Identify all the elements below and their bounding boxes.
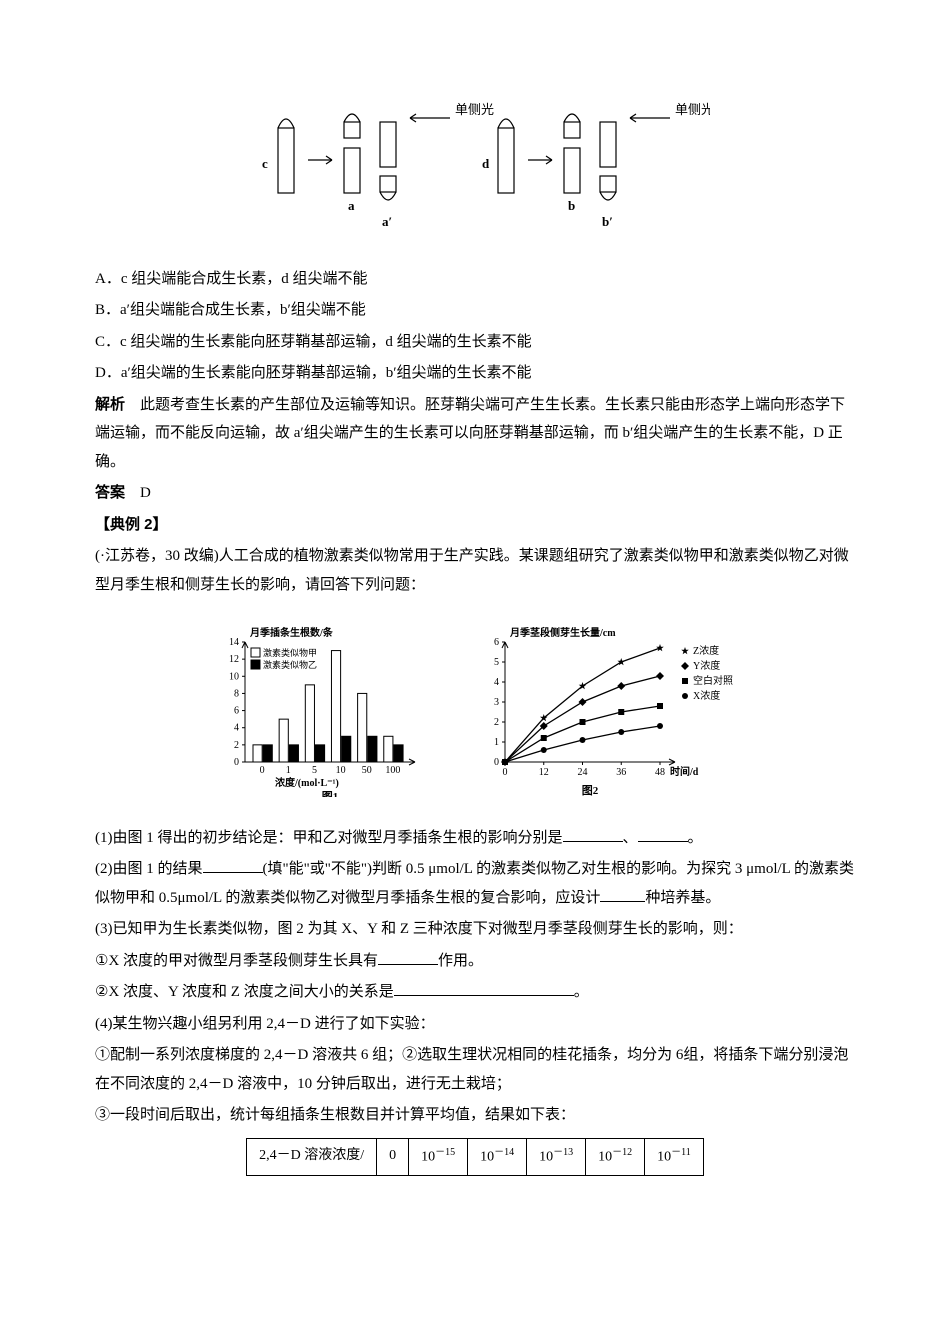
svg-text:24: 24 [578,767,588,778]
q2-text-b: (填"能"或"不能")判断 0.5 μmol/L 的激素类似物乙对生根的影响。为… [95,861,854,906]
q3-2-blank [394,995,574,996]
svg-text:浓度/(mol·L⁻¹): 浓度/(mol·L⁻¹) [275,776,339,789]
svg-text:激素类似物乙: 激素类似物乙 [263,659,317,670]
q3-1: ①X 浓度的甲对微型月季茎段侧芽生长具有 作用。 [95,947,855,976]
q3-intro: (3)已知甲为生长素类似物，图 2 为其 X、Y 和 Z 三种浓度下对微型月季茎… [95,915,855,944]
svg-text:0: 0 [234,757,239,768]
svg-text:1: 1 [494,737,499,748]
svg-text:10: 10 [336,765,346,776]
q2-blank-2 [600,901,645,902]
svg-text:5: 5 [494,657,499,668]
svg-text:3: 3 [494,697,499,708]
label-a: a [348,198,355,213]
q2-text-a: (2)由图 1 的结果 [95,861,203,877]
q4-intro: (4)某生物兴趣小组另利用 2,4－D 进行了如下实验： [95,1010,855,1039]
svg-text:12: 12 [229,654,239,665]
q3-1-b: 作用。 [438,953,483,969]
q1-text-a: (1)由图 1 得出的初步结论是：甲和乙对微型月季插条生根的影响分别是 [95,830,563,846]
svg-text:6: 6 [494,637,499,648]
q1-blank-2 [638,841,688,842]
svg-text:0: 0 [260,765,265,776]
q1-text-b: 、 [623,830,638,846]
table-cell: 10－13 [527,1138,586,1175]
svg-text:5: 5 [312,765,317,776]
option-c: C．c 组尖端的生长素能向胚芽鞘基部运输，d 组尖端的生长素不能 [95,328,855,357]
table-cell: 10－14 [468,1138,527,1175]
light-label-2: 单侧光 [675,102,710,117]
svg-text:4: 4 [494,677,499,688]
table-cell: 10－12 [586,1138,645,1175]
svg-text:6: 6 [234,706,239,717]
svg-text:100: 100 [385,765,400,776]
table-cell: 0 [377,1138,409,1175]
label-b: b [568,198,575,213]
option-b: B．a′组尖端能合成生长素，b′组尖端不能 [95,296,855,325]
svg-text:Z浓度: Z浓度 [693,644,719,657]
example2-intro: (·江苏卷，30 改编)人工合成的植物激素类似物常用于生产实践。某课题组研究了激… [95,542,855,599]
example2-label: 【典例 2】 [95,511,855,540]
q3-1-a: ①X 浓度的甲对微型月季茎段侧芽生长具有 [95,953,378,969]
svg-text:激素类似物甲: 激素类似物甲 [263,647,317,658]
svg-text:14: 14 [229,637,239,648]
svg-text:0: 0 [494,757,499,768]
svg-text:4: 4 [234,723,239,734]
svg-text:2: 2 [494,717,499,728]
label-a2: a′ [382,214,392,229]
answer-text: D [125,485,151,501]
charts-figure: 024681012140151050100月季插条生根数/条浓度/(mol·L⁻… [95,607,855,808]
q3-2-b: 。 [574,984,589,1000]
q1-blank-1 [563,841,623,842]
answer-label: 答案 [95,484,125,501]
q2-text-c: 种培养基。 [645,890,720,906]
table-cell: 10－15 [409,1138,468,1175]
label-b2: b′ [602,214,613,229]
svg-text:48: 48 [655,767,665,778]
svg-text:图2: 图2 [582,784,599,797]
table-cell: 10－11 [645,1138,704,1175]
label-d: d [482,156,490,171]
analysis-text: 此题考查生长素的产生部位及运输等知识。胚芽鞘尖端可产生生长素。生长素只能由形态学… [95,397,845,470]
svg-text:图1: 图1 [322,790,339,797]
svg-text:时间/d: 时间/d [670,765,699,778]
svg-text:36: 36 [616,767,626,778]
svg-text:0: 0 [503,767,508,778]
svg-text:50: 50 [362,765,372,776]
q3-2: ②X 浓度、Y 浓度和 Z 浓度之间大小的关系是 。 [95,978,855,1007]
svg-text:12: 12 [539,767,549,778]
q3-1-blank [378,964,438,965]
concentration-table: 2,4－D 溶液浓度/ 0 10－15 10－14 10－13 10－12 10… [246,1138,704,1176]
svg-text:月季茎段侧芽生长量/cm: 月季茎段侧芽生长量/cm [509,626,616,639]
svg-text:空白对照: 空白对照 [693,674,733,687]
svg-text:8: 8 [234,688,239,699]
option-a: A．c 组尖端能合成生长素，d 组尖端不能 [95,265,855,294]
light-label-1: 单侧光 [455,102,494,117]
q4-1: ①配制一系列浓度梯度的 2,4－D 溶液共 6 组；②选取生理状况相同的桂花插条… [95,1041,855,1098]
q1: (1)由图 1 得出的初步结论是：甲和乙对微型月季插条生根的影响分别是 、 。 [95,824,855,853]
table-header: 2,4－D 溶液浓度/ [247,1138,377,1175]
q2: (2)由图 1 的结果(填"能"或"不能")判断 0.5 μmol/L 的激素类… [95,855,855,912]
coleoptile-diagram: 单侧光 单侧光 c a a′ d b b′ [95,88,855,249]
svg-text:1: 1 [286,765,291,776]
svg-text:2: 2 [234,740,239,751]
q1-text-c: 。 [688,830,703,846]
option-d: D．a′组尖端的生长素能向胚芽鞘基部运输，b′组尖端的生长素不能 [95,359,855,388]
q4-3: ③一段时间后取出，统计每组插条生根数目并计算平均值，结果如下表： [95,1101,855,1130]
svg-text:月季插条生根数/条: 月季插条生根数/条 [249,626,334,639]
q3-2-a: ②X 浓度、Y 浓度和 Z 浓度之间大小的关系是 [95,984,394,1000]
q2-blank-1 [203,872,263,873]
analysis-label: 解析 [95,396,125,413]
answer: 答案 D [95,479,855,508]
svg-text:Y浓度: Y浓度 [693,659,720,672]
svg-text:10: 10 [229,671,239,682]
analysis: 解析 此题考查生长素的产生部位及运输等知识。胚芽鞘尖端可产生生长素。生长素只能由… [95,391,855,477]
label-c: c [262,156,268,171]
svg-text:X浓度: X浓度 [693,689,720,702]
